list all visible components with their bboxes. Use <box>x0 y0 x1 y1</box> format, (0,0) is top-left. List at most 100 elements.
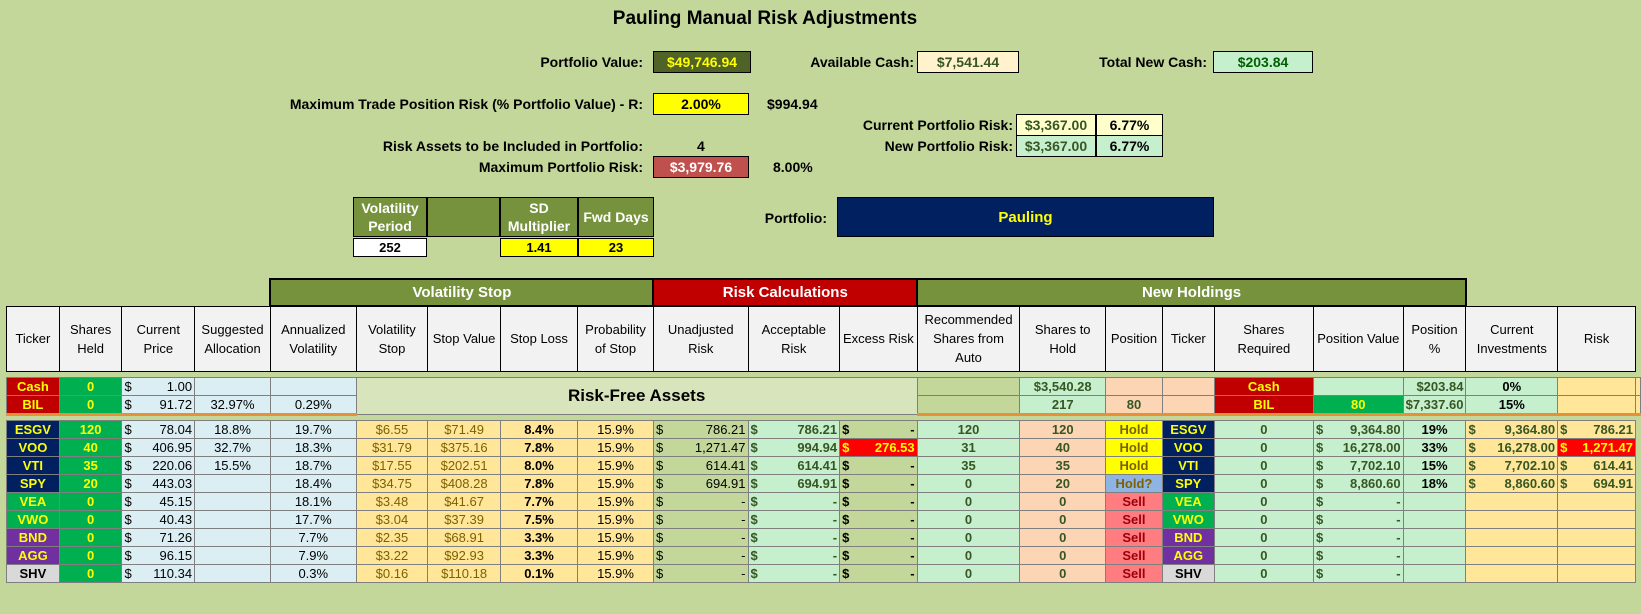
position-value: $7,702.10 <box>1312 455 1404 475</box>
shares-held[interactable]: 0 <box>58 491 123 511</box>
excess-risk: $ - <box>839 491 918 511</box>
current-investments: $16,278.00 <box>1465 437 1559 457</box>
shares-held[interactable]: 0 <box>58 563 123 583</box>
shares-held[interactable]: 40 <box>58 437 123 457</box>
col-header-18: Position % <box>1402 305 1467 372</box>
excess-risk: $ - <box>839 509 918 529</box>
current-price: $220.06 <box>121 455 196 475</box>
sd-multiplier-header: SD Multiplier <box>500 197 578 237</box>
stop-loss: 7.8% <box>499 473 579 493</box>
max-portfolio-risk-label: Maximum Portfolio Risk: <box>478 159 643 175</box>
current-price: $443.03 <box>121 473 196 493</box>
current-investments <box>1465 509 1559 529</box>
position <box>1161 394 1215 416</box>
position-pct <box>1402 509 1467 529</box>
ticker-cell: VWO <box>6 509 60 529</box>
max-trade-risk-pct[interactable]: 2.00% <box>653 93 749 115</box>
shares-held[interactable]: 0 <box>58 509 123 529</box>
recommended-shares: 35 <box>916 455 1021 475</box>
shares-to-hold[interactable]: 0 <box>1019 527 1107 547</box>
annualized-volatility: 17.7% <box>269 509 357 529</box>
current-price: $71.26 <box>121 527 196 547</box>
recommended-shares: 120 <box>916 419 1021 439</box>
stop-loss: 8.4% <box>499 419 579 439</box>
current-investments <box>1557 376 1636 396</box>
shares-to-hold[interactable]: 40 <box>1019 437 1107 457</box>
shares-to-hold[interactable]: 120 <box>1019 419 1107 439</box>
shares-to-hold[interactable]: 0 <box>1019 545 1107 565</box>
suggested-allocation <box>194 545 271 565</box>
suggested-allocation <box>194 491 271 511</box>
col-header-8: Probability of Stop <box>577 305 654 372</box>
stop-loss: 7.7% <box>499 491 579 511</box>
shares-held[interactable]: 120 <box>58 419 123 439</box>
section-new-holdings: New Holdings <box>916 278 1467 307</box>
portfolio-value-label: Portfolio Value: <box>540 54 643 70</box>
shares-held[interactable]: 20 <box>58 473 123 493</box>
shares-held[interactable]: 0 <box>58 545 123 565</box>
annualized-volatility: 0.29% <box>269 394 357 416</box>
risk-table: Volatility Stop Risk Calculations New Ho… <box>6 278 1641 583</box>
stop-value: $92.93 <box>427 545 501 565</box>
available-cash-label: Available Cash: <box>810 54 914 70</box>
max-portfolio-risk: $3,979.76 <box>653 156 749 178</box>
stop-loss: 3.3% <box>499 545 579 565</box>
ticker-cell: VOO <box>6 437 60 457</box>
shares-held[interactable]: 0 <box>58 394 123 416</box>
position-value: $ - <box>1312 491 1404 511</box>
available-cash[interactable]: $7,541.44 <box>917 51 1019 73</box>
current-investments <box>1465 563 1559 583</box>
recommended-shares: $3,540.28 <box>1019 376 1107 396</box>
table-row: SHV 0 $110.34 0.3% $0.16 $110.18 0.1% 15.9% $ - $ -… <box>6 563 1641 583</box>
suggested-allocation: 32.7% <box>194 437 271 457</box>
sd-multiplier-value[interactable]: 1.41 <box>500 238 578 257</box>
shares-to-hold[interactable]: 0 <box>1019 509 1107 529</box>
max-portfolio-risk-pct: 8.00% <box>773 159 813 175</box>
shares-to-hold[interactable]: 0 <box>1019 563 1107 583</box>
table-row: VOO 40 $406.95 32.7% 18.3% $31.79 $375.16 7.8% 1… <box>6 437 1641 457</box>
new-risk-label: New Portfolio Risk: <box>884 138 1013 154</box>
shares-to-hold[interactable] <box>1105 376 1163 396</box>
shares-to-hold[interactable]: 35 <box>1019 455 1107 475</box>
probability-of-stop: 15.9% <box>577 545 654 565</box>
ticker-cell: VEA <box>6 491 60 511</box>
position-pct: 0% <box>1465 376 1559 396</box>
portfolio-value[interactable]: $49,746.94 <box>653 51 751 73</box>
shares-held[interactable]: 0 <box>58 527 123 547</box>
probability-of-stop: 15.9% <box>577 473 654 493</box>
position-pct: 15% <box>1465 394 1559 416</box>
current-price: $78.04 <box>121 419 196 439</box>
risk-cell: $1,271.47 <box>1557 437 1636 457</box>
col-header-17: Position Value <box>1312 305 1404 372</box>
vol-period-value[interactable]: 252 <box>353 238 427 257</box>
probability-of-stop: 15.9% <box>577 563 654 583</box>
shares-to-hold[interactable]: 20 <box>1019 473 1107 493</box>
annualized-volatility: 0.3% <box>269 563 357 583</box>
probability-of-stop: 15.9% <box>577 491 654 511</box>
shares-held[interactable]: 0 <box>58 376 123 396</box>
excess-risk <box>916 394 1021 416</box>
position-value: $203.84 <box>1402 376 1467 396</box>
stop-value: $37.39 <box>427 509 501 529</box>
position-value: $ - <box>1312 509 1404 529</box>
ticker-cell-2: VTI <box>1161 455 1215 475</box>
current-risk-pct: 6.77% <box>1096 114 1163 136</box>
position: Sell <box>1105 527 1163 547</box>
shares-held[interactable]: 35 <box>58 455 123 475</box>
fwd-days-value[interactable]: 23 <box>578 238 654 257</box>
portfolio-name[interactable]: Pauling <box>837 197 1214 237</box>
suggested-allocation: 32.97% <box>194 394 271 416</box>
unadjusted-risk: $ - <box>652 527 749 547</box>
stop-value: $41.67 <box>427 491 501 511</box>
shares-to-hold[interactable]: 80 <box>1105 394 1163 416</box>
table-row: Cash 0 $1.00 Risk-Free Assets $3,540.28 Cash $… <box>6 376 1641 415</box>
vol-period-header: Volatility Period <box>353 197 427 237</box>
col-header-16: Shares Required <box>1213 305 1314 372</box>
volatility-stop: $34.75 <box>355 473 429 493</box>
shares-to-hold[interactable]: 0 <box>1019 491 1107 511</box>
col-header-2: Current Price <box>121 305 196 372</box>
total-new-cash[interactable]: $203.84 <box>1213 51 1313 73</box>
ticker-cell-2: SHV <box>1161 563 1215 583</box>
shares-required: 0 <box>1213 437 1314 457</box>
stop-value: $68.91 <box>427 527 501 547</box>
